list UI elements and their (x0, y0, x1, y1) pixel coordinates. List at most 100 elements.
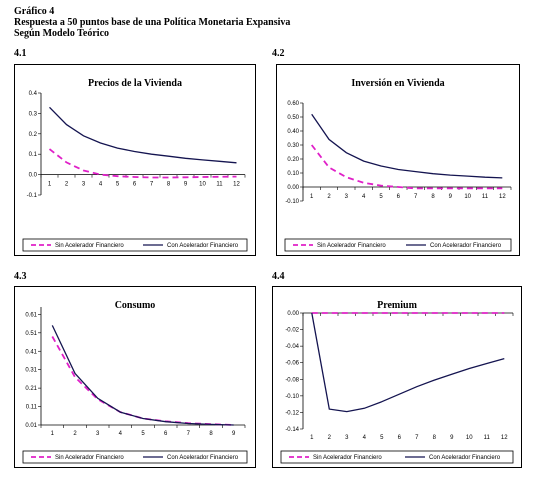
chart4-legend-label-2: Con Acelerador Financiero (429, 455, 501, 461)
panel-label-4-2: 4.2 (272, 48, 285, 59)
chart3-legend-label-2: Con Acelerador Financiero (167, 455, 239, 461)
chart4-xtick-label: 8 (433, 435, 437, 441)
chart2-series-con-acelerador-line (311, 113, 503, 179)
chart3-title: Consumo (115, 300, 156, 311)
chart2-ytick-label: 0.20 (287, 157, 299, 163)
chart2-xtick-label: 9 (449, 194, 453, 200)
chart3-ytick-label: 0.51 (25, 331, 37, 337)
chart4-legend-box (280, 450, 514, 464)
chart2-title: Inversión en Vivienda (351, 78, 444, 89)
chart3-xtick-label: 4 (119, 431, 123, 437)
chart1-xtick-label: 12 (233, 182, 240, 188)
chart-svg-precios-vivienda: Precios de la Vivienda -0.1 0.0 0.1 0.2 0.3 0.… (22, 78, 248, 252)
chart3-ytick-label: 0.31 (25, 368, 37, 374)
chart3-xtick-label: 3 (96, 431, 100, 437)
chart1-xtick-label: 7 (150, 182, 154, 188)
chart3-series-sin-acelerador-line (51, 336, 234, 426)
chart1-title: Precios de la Vivienda (88, 78, 182, 89)
chart-panel-inversion-vivienda: Inversión en Vivienda -0.10 0.00 0.10 0.20 0.… (276, 64, 520, 256)
chart1-ytick-label: -0.1 (27, 193, 38, 199)
chart1-xtick-label: 2 (65, 182, 69, 188)
chart2-ytick-label: 0.50 (287, 115, 299, 121)
chart3-xtick-label: 6 (164, 431, 168, 437)
chart1-xtick-label: 5 (116, 182, 120, 188)
chart4-ytick-label: -0.02 (285, 328, 299, 334)
chart2-xtick-label: 5 (379, 194, 383, 200)
chart4-ytick-label: -0.06 (285, 361, 299, 367)
chart2-xtick-label: 1 (310, 194, 314, 200)
chart1-series-con-acelerador-line (49, 106, 237, 164)
chart4-ytick-label: -0.14 (285, 427, 299, 433)
chart4-xtick-label: 5 (380, 435, 384, 441)
chart2-ytick-label: -0.10 (285, 199, 299, 205)
chart1-ytick-label: 0.0 (29, 173, 38, 179)
chart3-legend-label-1: Sin Acelerador Financiero (55, 455, 124, 461)
chart1-xtick-label: 8 (167, 182, 171, 188)
chart4-ytick-label: -0.08 (285, 377, 299, 383)
chart-panel-consumo: Consumo 0.01 0.11 0.21 0.31 0.41 0.51 0.61 1 2 3 4 5… (14, 286, 256, 468)
chart2-series-sin-acelerador-line (310, 144, 503, 190)
figure-subtitle: Según Modelo Teórico (14, 28, 110, 39)
chart3-xtick-label: 2 (73, 431, 77, 437)
chart2-xtick-label: 12 (499, 194, 506, 200)
chart1-legend-label-1: Sin Acelerador Financiero (55, 243, 124, 249)
chart-panel-premium: Premium -0.14 -0.12 -0.10 -0.08 -0.06 -0.04 -0.… (272, 286, 522, 468)
chart2-xtick-label: 10 (464, 194, 471, 200)
chart1-xtick-label: 11 (216, 182, 223, 188)
chart3-ytick-label: 0.41 (25, 349, 37, 355)
chart3-xtick-label: 8 (209, 431, 213, 437)
chart1-xtick-label: 4 (99, 182, 103, 188)
chart2-legend-box (284, 238, 512, 252)
chart1-legend-label-2: Con Acelerador Financiero (167, 243, 239, 249)
chart4-xtick-label: 1 (310, 435, 314, 441)
chart4-title: Premium (377, 300, 417, 311)
chart4-ytick-label: -0.04 (285, 344, 299, 350)
chart1-ytick-label: 0.2 (29, 132, 38, 138)
chart2-ytick-label: 0.40 (287, 129, 299, 135)
chart1-xtick-label: 9 (184, 182, 188, 188)
chart2-ytick-label: 0.00 (287, 185, 299, 191)
chart1-xtick-label: 1 (48, 182, 52, 188)
chart4-legend-label-1: Sin Acelerador Financiero (313, 455, 382, 461)
chart1-legend-box (22, 238, 248, 252)
chart4-xtick-label: 12 (501, 435, 508, 441)
chart-svg-inversion-vivienda: Inversión en Vivienda -0.10 0.00 0.10 0.20 0.… (284, 78, 512, 252)
chart2-xtick-label: 4 (362, 194, 366, 200)
chart4-xtick-label: 7 (415, 435, 419, 441)
chart3-xtick-label: 9 (232, 431, 236, 437)
chart1-xtick-label: 6 (133, 182, 137, 188)
chart2-xtick-label: 2 (327, 194, 331, 200)
chart3-xtick-label: 1 (51, 431, 55, 437)
chart3-ytick-label: 0.21 (25, 386, 37, 392)
chart-svg-consumo: Consumo 0.01 0.11 0.21 0.31 0.41 0.51 0.61 1 2 3 4 5… (22, 300, 248, 464)
chart2-xtick-label: 11 (482, 194, 489, 200)
chart1-ytick-label: 0.3 (29, 111, 38, 117)
chart3-xtick-label: 5 (141, 431, 145, 437)
chart4-xtick-label: 4 (363, 435, 367, 441)
chart4-ytick-label: -0.12 (285, 410, 299, 416)
chart1-ytick-label: 0.1 (29, 152, 38, 158)
chart4-xtick-label: 11 (484, 435, 491, 441)
chart4-xtick-label: 3 (345, 435, 349, 441)
chart1-series-sin-acelerador-line (48, 148, 237, 179)
chart4-ytick-label: 0.00 (287, 311, 299, 317)
chart4-xtick-label: 9 (450, 435, 454, 441)
panel-label-4-3: 4.3 (14, 271, 27, 282)
chart4-xtick-label: 10 (466, 435, 473, 441)
chart-svg-premium: Premium -0.14 -0.12 -0.10 -0.08 -0.06 -0.04 -0.… (280, 300, 514, 464)
chart2-ytick-label: 0.10 (287, 171, 299, 177)
chart4-xtick-label: 2 (328, 435, 332, 441)
chart2-ytick-label: 0.60 (287, 101, 299, 107)
chart3-ytick-label: 0.61 (25, 312, 37, 318)
chart4-xtick-label: 6 (398, 435, 402, 441)
chart1-ytick-label: 0.4 (29, 91, 38, 97)
chart4-series-con-acelerador-line (311, 312, 505, 413)
chart2-xtick-label: 3 (345, 194, 349, 200)
figure-number: Gráfico 4 (14, 6, 55, 17)
panel-label-4-4: 4.4 (272, 271, 285, 282)
chart3-xtick-label: 7 (187, 431, 191, 437)
chart3-ytick-label: 0.01 (25, 423, 37, 429)
chart2-xtick-label: 8 (431, 194, 435, 200)
figure-title: Respuesta a 50 puntos base de una Políti… (14, 17, 291, 28)
chart4-ytick-label: -0.10 (285, 394, 299, 400)
